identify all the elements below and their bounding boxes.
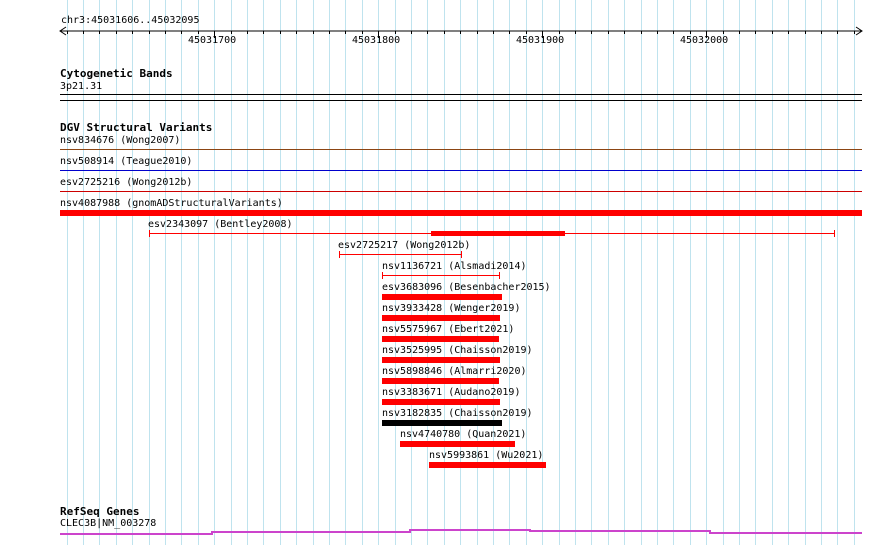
variant-label[interactable]: nsv5993861 (Wu2021) [429,450,544,461]
ruler-tick-label: 45031900 [516,35,565,46]
variant-feature[interactable] [60,149,862,150]
variant-label[interactable]: nsv5575967 (Ebert2021) [382,324,515,335]
location-label: chr3:45031606..45032095 [61,15,200,26]
variant-label[interactable]: nsv3933428 (Wenger2019) [382,303,521,314]
track-separator [60,100,862,101]
ruler-tick-label: 45032000 [680,35,729,46]
variant-label[interactable]: nsv3182835 (Chaisson2019) [382,408,533,419]
cytoband-band [60,94,862,95]
variant-label[interactable]: nsv508914 (Teague2010) [60,156,193,167]
variant-end-cap [834,230,835,237]
variant-label[interactable]: nsv4087988 (gnomADStructuralVariants) [60,198,283,209]
variant-feature[interactable] [382,399,500,405]
variant-end-cap [339,251,340,258]
variant-label[interactable]: nsv834676 (Wong2007) [60,135,181,146]
variant-label[interactable]: esv2343097 (Bentley2008) [148,219,293,230]
variant-label[interactable]: esv2725216 (Wong2012b) [60,177,193,188]
ruler-tick-label: 45031700 [188,35,237,46]
ruler-tick-label: 45031800 [352,35,401,46]
gene-label[interactable]: CLEC3B|NM_003278 [60,518,157,529]
variant-label[interactable]: esv3683096 (Besenbacher2015) [382,282,551,293]
variant-feature[interactable] [339,254,462,255]
cytoband-track-title: Cytogenetic Bands [60,67,173,80]
variant-label[interactable]: nsv1136721 (Alsmadi2014) [382,261,527,272]
variant-end-cap [461,251,462,258]
variant-label[interactable]: nsv3525995 (Chaisson2019) [382,345,533,356]
variant-feature[interactable] [382,420,502,426]
dgv-track-title: DGV Structural Variants [60,121,213,134]
variant-end-cap [499,272,500,279]
variant-feature[interactable] [429,462,546,468]
variant-end-cap [382,272,383,279]
variant-feature[interactable] [60,170,862,171]
cytoband-label: 3p21.31 [60,81,103,92]
variant-block[interactable] [431,231,565,236]
variant-feature[interactable] [382,294,502,300]
variant-feature[interactable] [382,315,500,321]
variant-feature[interactable] [382,275,500,276]
variant-label[interactable]: nsv5898846 (Almarri2020) [382,366,527,377]
variant-feature[interactable] [382,357,500,363]
variant-feature[interactable] [382,336,499,342]
variant-feature[interactable] [60,210,862,216]
variant-label[interactable]: esv2725217 (Wong2012b) [338,240,471,251]
ruler-axis [59,26,863,38]
gene-feature[interactable] [0,525,890,545]
variant-feature[interactable] [382,378,499,384]
variant-feature[interactable] [60,191,862,192]
refseq-track-title: RefSeq Genes [60,505,140,518]
variant-label[interactable]: nsv4740780 (Quan2021) [400,429,527,440]
variant-end-cap [149,230,150,237]
variant-label[interactable]: nsv3383671 (Audano2019) [382,387,521,398]
variant-feature[interactable] [400,441,515,447]
